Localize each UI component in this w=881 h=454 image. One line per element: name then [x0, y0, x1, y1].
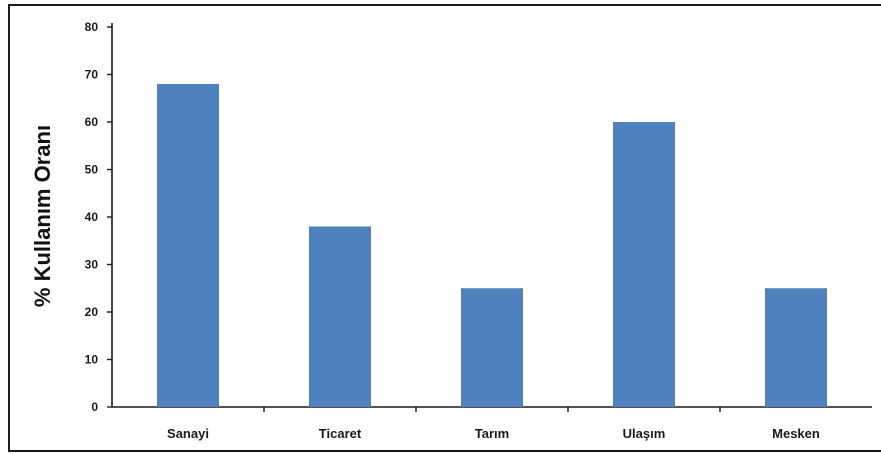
- y-tick-label: 80: [85, 20, 99, 34]
- y-tick-label: 0: [91, 400, 98, 414]
- bar-2: [309, 226, 371, 407]
- plot-area: 0 10 20 30 40 50 60 70 80 Sanayi Ticaret Tarım Ulaşı…: [85, 20, 872, 441]
- y-tick-label: 40: [85, 210, 99, 224]
- x-tick-label: Ulaşım: [623, 426, 666, 441]
- bar-4: [613, 122, 675, 407]
- bar-1: [157, 84, 219, 407]
- y-tick-label: 20: [85, 305, 99, 319]
- y-axis-title: % Kullanım Oranı: [30, 125, 55, 307]
- x-tick-label: Mesken: [772, 426, 820, 441]
- chart-frame: [8, 4, 881, 452]
- y-tick-label: 60: [85, 115, 99, 129]
- bar-5: [765, 288, 827, 407]
- y-tick-label: 50: [85, 163, 99, 177]
- y-tick-label: 10: [85, 353, 99, 367]
- y-tick-label: 70: [85, 68, 99, 82]
- x-tick-label: Ticaret: [319, 426, 362, 441]
- x-tick-label: Sanayi: [167, 426, 209, 441]
- x-tick-label: Tarım: [475, 426, 509, 441]
- bar-3: [461, 288, 523, 407]
- y-tick-label: 30: [85, 258, 99, 272]
